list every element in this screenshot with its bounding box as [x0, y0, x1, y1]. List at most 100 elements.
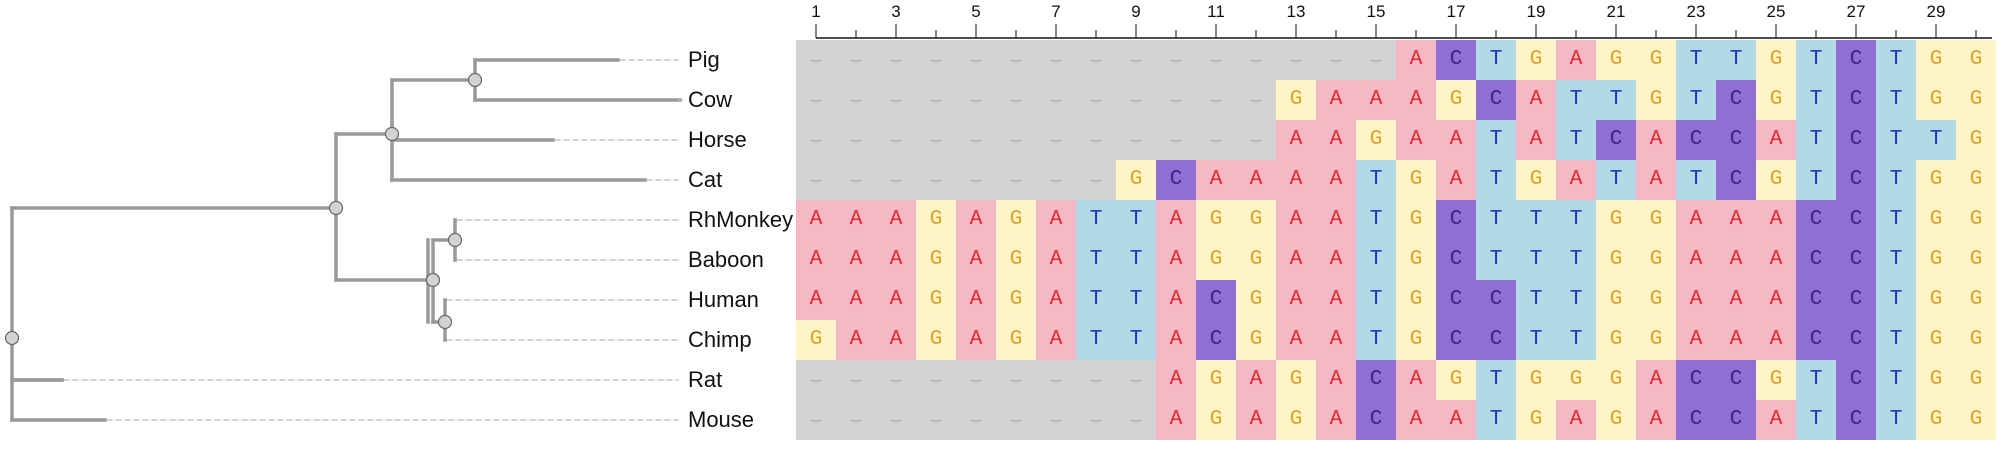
- nucleotide-cell-T: T: [1876, 80, 1916, 120]
- nucleotide-cell-G: G: [1956, 320, 1996, 360]
- nucleotide-cell-A: A: [1156, 280, 1196, 320]
- nucleotide-cell-C: C: [1436, 280, 1476, 320]
- sequence-alignment-grid: – – – – – – – – – – – – – – – A C T G A G G T T G T C T G G – – – – – – – – – –…: [796, 40, 2000, 444]
- gap-cell: –: [956, 80, 996, 120]
- gap-cell: –: [1036, 160, 1076, 200]
- nucleotide-cell-A: A: [1036, 320, 1076, 360]
- taxon-label: Rat: [688, 367, 723, 392]
- nucleotide-cell-A: A: [1436, 160, 1476, 200]
- nucleotide-cell-C: C: [1676, 120, 1716, 160]
- nucleotide-cell-T: T: [1516, 240, 1556, 280]
- gap-cell: –: [1276, 40, 1316, 80]
- nucleotide-cell-T: T: [1476, 40, 1516, 80]
- nucleotide-cell-A: A: [1676, 200, 1716, 240]
- gap-cell: –: [1236, 120, 1276, 160]
- nucleotide-cell-A: A: [1356, 80, 1396, 120]
- nucleotide-cell-C: C: [1836, 160, 1876, 200]
- gap-cell: –: [1036, 80, 1076, 120]
- nucleotide-cell-A: A: [876, 200, 916, 240]
- nucleotide-cell-C: C: [1476, 80, 1516, 120]
- nucleotide-cell-A: A: [1236, 360, 1276, 400]
- nucleotide-cell-A: A: [1716, 240, 1756, 280]
- nucleotide-cell-A: A: [1276, 200, 1316, 240]
- nucleotide-cell-A: A: [1756, 240, 1796, 280]
- nucleotide-cell-A: A: [956, 240, 996, 280]
- phylogenetic-tree: [4, 58, 683, 422]
- gap-cell: –: [1196, 120, 1236, 160]
- nucleotide-cell-G: G: [916, 280, 956, 320]
- tree-node: [384, 126, 400, 142]
- gap-cell: –: [1196, 80, 1236, 120]
- nucleotide-cell-A: A: [1716, 200, 1756, 240]
- gap-cell: –: [916, 160, 956, 200]
- axis-tick-label: 13: [1286, 2, 1306, 21]
- nucleotide-cell-T: T: [1556, 320, 1596, 360]
- taxon-label: Horse: [688, 127, 747, 152]
- nucleotide-cell-G: G: [1916, 240, 1956, 280]
- nucleotide-cell-G: G: [1916, 40, 1956, 80]
- gap-cell: –: [1316, 40, 1356, 80]
- gap-cell: –: [996, 160, 1036, 200]
- nucleotide-cell-T: T: [1876, 200, 1916, 240]
- nucleotide-cell-A: A: [1316, 160, 1356, 200]
- nucleotide-cell-C: C: [1356, 400, 1396, 440]
- nucleotide-cell-A: A: [836, 200, 876, 240]
- taxon-label: Chimp: [688, 327, 752, 352]
- nucleotide-cell-C: C: [1676, 360, 1716, 400]
- nucleotide-cell-A: A: [1396, 120, 1436, 160]
- nucleotide-cell-T: T: [1476, 120, 1516, 160]
- nucleotide-cell-C: C: [1836, 80, 1876, 120]
- gap-cell: –: [876, 400, 916, 440]
- nucleotide-cell-G: G: [1636, 40, 1676, 80]
- nucleotide-cell-C: C: [1836, 400, 1876, 440]
- gap-cell: –: [996, 40, 1036, 80]
- gap-cell: –: [836, 120, 876, 160]
- nucleotide-cell-T: T: [1916, 120, 1956, 160]
- nucleotide-cell-T: T: [1476, 200, 1516, 240]
- nucleotide-cell-C: C: [1716, 120, 1756, 160]
- gap-cell: –: [1156, 40, 1196, 80]
- nucleotide-cell-C: C: [1796, 320, 1836, 360]
- gap-cell: –: [1156, 80, 1196, 120]
- nucleotide-cell-C: C: [1796, 280, 1836, 320]
- nucleotide-cell-G: G: [1236, 240, 1276, 280]
- nucleotide-cell-T: T: [1116, 320, 1156, 360]
- nucleotide-cell-G: G: [796, 320, 836, 360]
- tree-node: [328, 200, 344, 216]
- nucleotide-cell-C: C: [1356, 360, 1396, 400]
- nucleotide-cell-A: A: [1316, 400, 1356, 440]
- nucleotide-cell-A: A: [1636, 360, 1676, 400]
- nucleotide-cell-A: A: [1036, 280, 1076, 320]
- gap-cell: –: [1076, 40, 1116, 80]
- nucleotide-cell-G: G: [1436, 360, 1476, 400]
- gap-cell: –: [876, 360, 916, 400]
- gap-cell: –: [1196, 40, 1236, 80]
- nucleotide-cell-A: A: [1276, 160, 1316, 200]
- gap-cell: –: [996, 80, 1036, 120]
- nucleotide-cell-T: T: [1876, 400, 1916, 440]
- gap-cell: –: [876, 160, 916, 200]
- taxon-label: RhMonkey: [688, 207, 794, 232]
- gap-cell: –: [1116, 40, 1156, 80]
- nucleotide-cell-G: G: [996, 200, 1036, 240]
- nucleotide-cell-T: T: [1876, 40, 1916, 80]
- tree-node: [447, 232, 463, 248]
- nucleotide-cell-G: G: [996, 240, 1036, 280]
- nucleotide-cell-G: G: [1916, 160, 1956, 200]
- nucleotide-cell-C: C: [1476, 280, 1516, 320]
- nucleotide-cell-T: T: [1676, 160, 1716, 200]
- gap-cell: –: [916, 80, 956, 120]
- nucleotide-cell-A: A: [1036, 240, 1076, 280]
- axis-tick-label: 7: [1051, 2, 1061, 21]
- nucleotide-cell-T: T: [1796, 400, 1836, 440]
- nucleotide-cell-G: G: [1916, 280, 1956, 320]
- nucleotide-cell-A: A: [1236, 400, 1276, 440]
- position-axis: [815, 24, 1992, 39]
- nucleotide-cell-T: T: [1516, 280, 1556, 320]
- gap-cell: –: [1236, 80, 1276, 120]
- nucleotide-cell-G: G: [1436, 80, 1476, 120]
- nucleotide-cell-T: T: [1876, 160, 1916, 200]
- nucleotide-cell-G: G: [1196, 400, 1236, 440]
- nucleotide-cell-A: A: [1396, 80, 1436, 120]
- nucleotide-cell-G: G: [1916, 80, 1956, 120]
